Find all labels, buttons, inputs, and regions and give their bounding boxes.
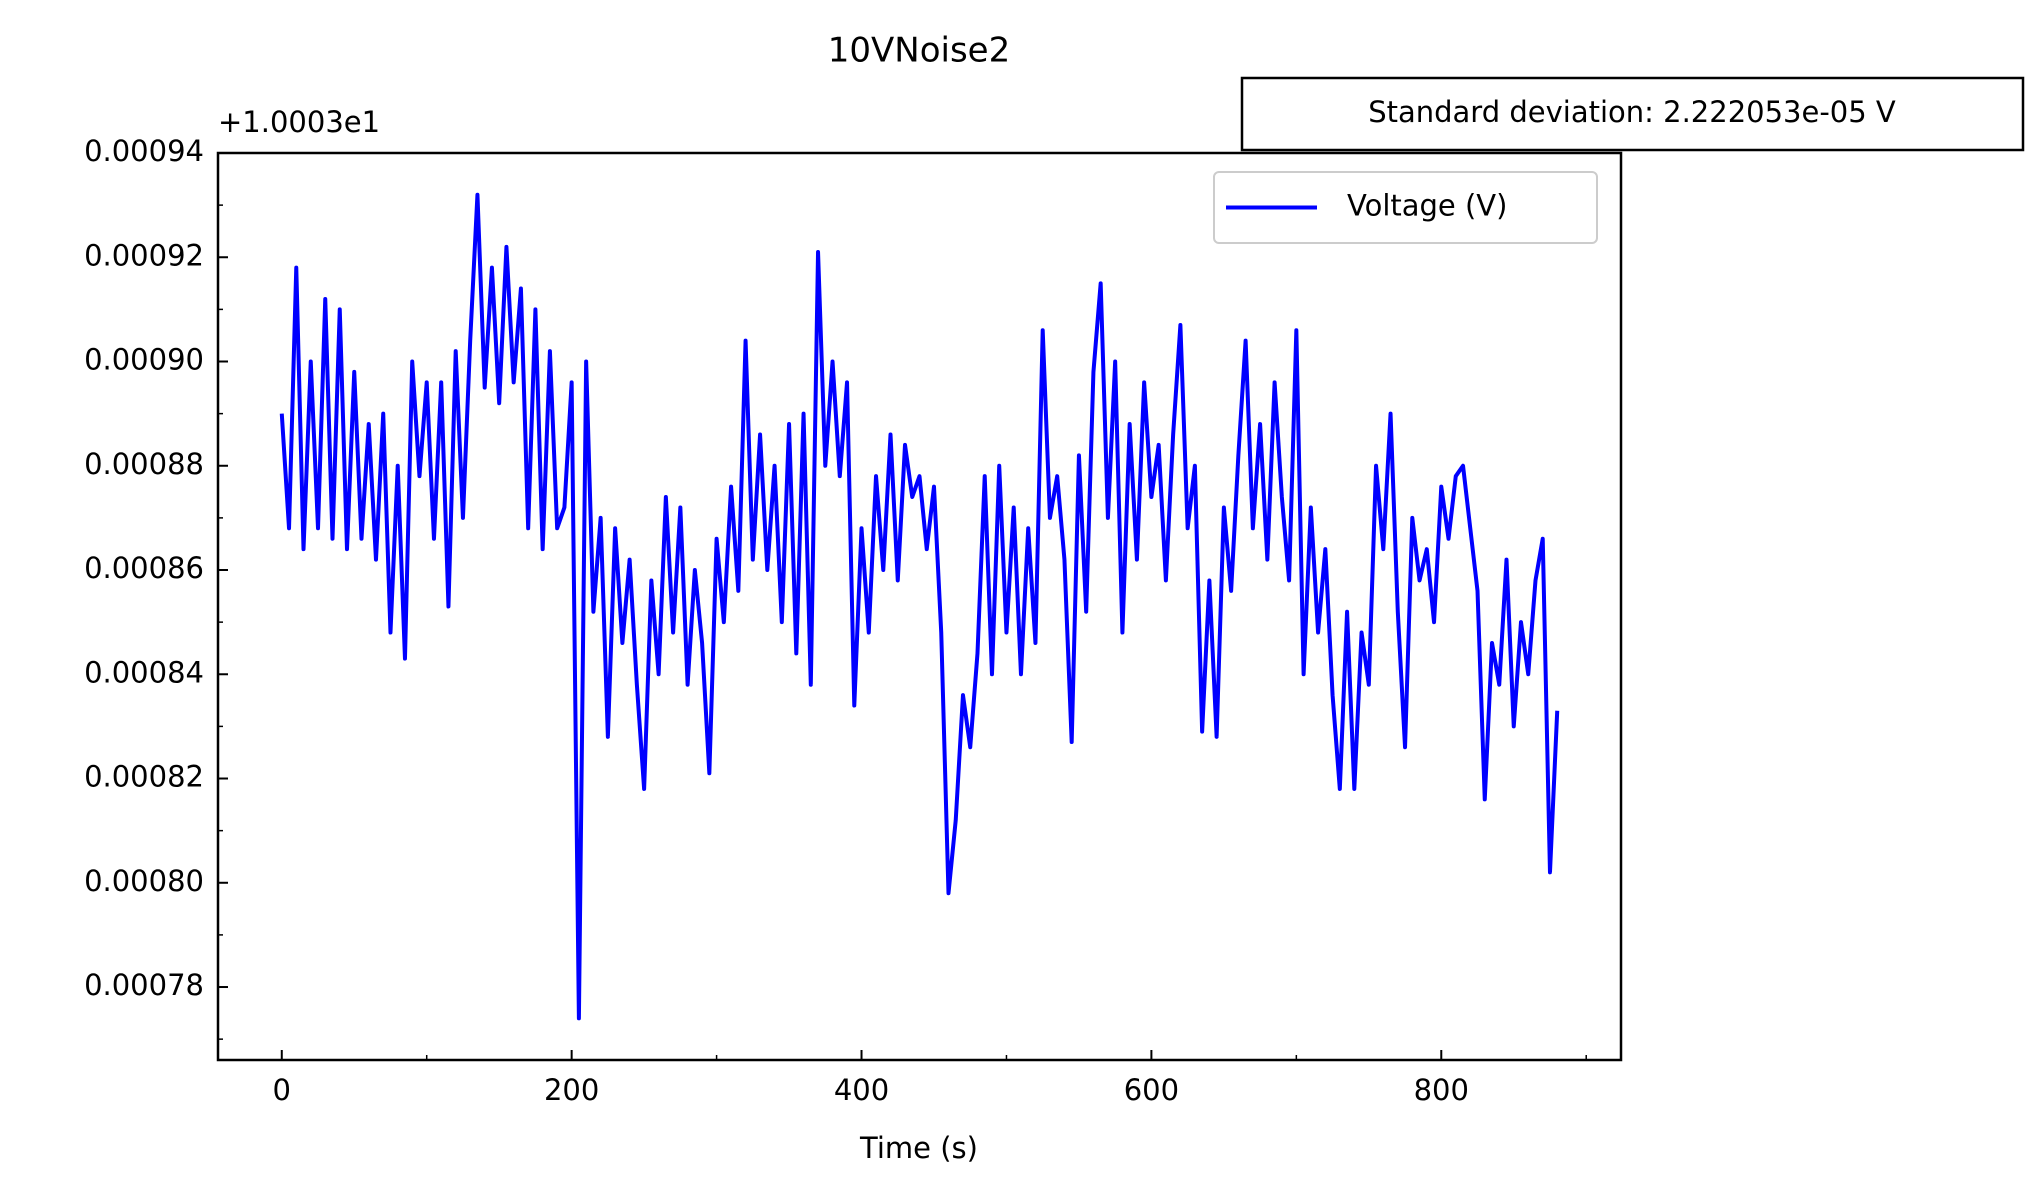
y-tick-label: 0.00092 (84, 238, 204, 272)
legend-label: Voltage (V) (1347, 189, 1507, 223)
data-line (279, 192, 1560, 1021)
x-tick-label: 200 (544, 1073, 599, 1107)
annotation: Standard deviation: 2.222053e-05 V (1368, 95, 1896, 129)
y-offset-label: +1.0003e1 (218, 105, 380, 139)
legend-box (1213, 171, 1598, 244)
x-axis-label: Time (s) (859, 1131, 978, 1165)
x-tick-label: 400 (834, 1073, 889, 1107)
y-tick-label: 0.00086 (84, 551, 204, 585)
y-tick-label: 0.00080 (84, 864, 204, 898)
plot-frame (216, 151, 1623, 1062)
y-tick-label: 0.00078 (84, 968, 204, 1002)
y-tick-label: 0.00082 (84, 760, 204, 794)
y-tick-label: 0.00088 (84, 447, 204, 481)
x-tick-label: 800 (1414, 1073, 1469, 1107)
y-tick-label: 0.00090 (84, 343, 204, 377)
annotation-box (1240, 76, 2025, 152)
x-tick-label: 600 (1124, 1073, 1179, 1107)
x-tick-label: 0 (273, 1073, 291, 1107)
y-tick-label: 0.00084 (84, 655, 204, 689)
chart-title: 10VNoise2 (828, 31, 1010, 71)
y-tick-label: 0.00094 (84, 134, 204, 168)
